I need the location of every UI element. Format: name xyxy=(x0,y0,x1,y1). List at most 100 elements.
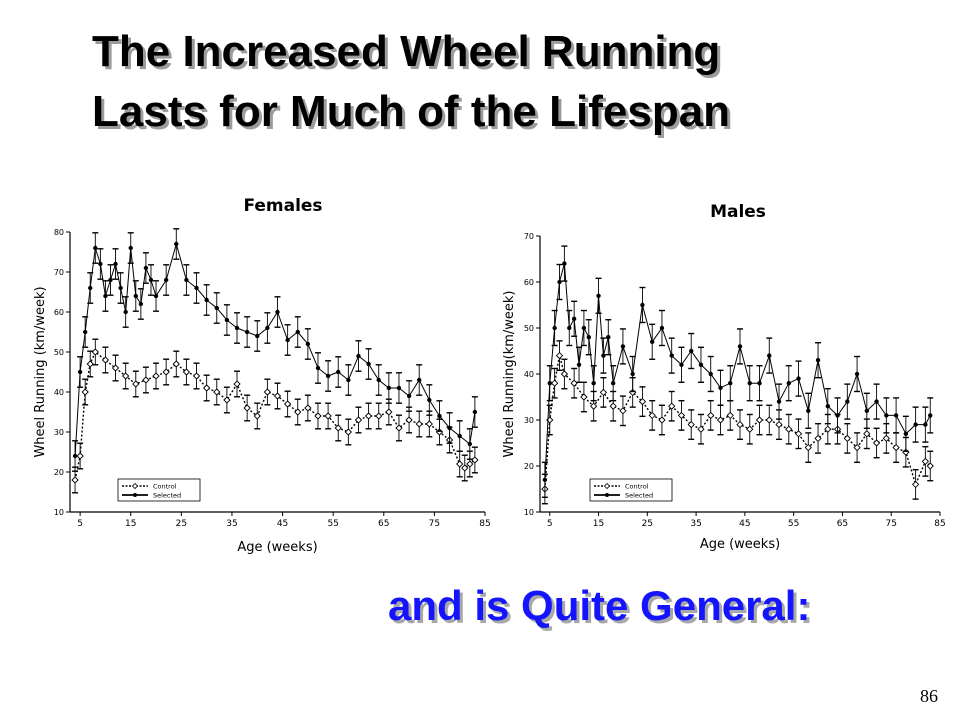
data-point xyxy=(122,372,130,380)
data-point xyxy=(601,353,606,358)
data-point xyxy=(344,428,352,436)
data-point xyxy=(76,452,84,460)
data-point xyxy=(547,381,552,386)
data-point xyxy=(385,408,393,416)
data-point xyxy=(775,420,783,429)
data-point xyxy=(668,402,676,410)
data-point xyxy=(562,261,567,266)
data-point xyxy=(304,404,312,412)
data-point xyxy=(863,430,871,438)
data-point xyxy=(273,392,282,400)
data-point xyxy=(184,277,189,283)
data-point xyxy=(853,443,861,452)
data-point xyxy=(346,377,351,383)
data-point xyxy=(620,344,626,349)
slide-subtitle: and is Quite General: xyxy=(388,582,811,629)
data-point xyxy=(123,309,128,315)
data-point xyxy=(366,361,371,367)
data-point xyxy=(884,413,889,418)
data-point xyxy=(214,305,219,311)
data-point xyxy=(98,261,103,267)
data-point xyxy=(72,453,78,459)
data-point xyxy=(396,385,402,391)
data-point xyxy=(425,420,433,428)
data-point xyxy=(153,293,159,299)
data-point xyxy=(581,325,587,331)
legend-marker xyxy=(605,493,609,497)
data-point xyxy=(824,425,832,433)
data-point xyxy=(356,353,361,359)
data-point xyxy=(580,393,588,401)
data-point xyxy=(893,413,899,418)
x-tick-label: 5 xyxy=(547,519,553,529)
data-point xyxy=(854,371,860,377)
x-tick-label: 25 xyxy=(176,519,187,529)
data-point xyxy=(118,285,123,291)
data-point xyxy=(447,425,452,431)
data-point xyxy=(550,379,559,387)
data-point xyxy=(213,388,221,396)
y-tick-label: 10 xyxy=(54,508,64,517)
data-point xyxy=(864,408,870,413)
data-point xyxy=(814,434,822,443)
data-point xyxy=(845,399,850,404)
data-point xyxy=(765,416,773,424)
x-tick-label: 75 xyxy=(885,519,896,529)
y-tick-label: 60 xyxy=(524,278,534,287)
data-point xyxy=(172,360,180,368)
data-point xyxy=(648,411,656,420)
data-point xyxy=(658,416,666,424)
data-point xyxy=(576,362,582,367)
data-point xyxy=(591,381,596,386)
data-point xyxy=(555,351,564,360)
data-point xyxy=(872,439,881,447)
slide-title: The Increased Wheel Running Lasts for Mu… xyxy=(92,22,892,142)
y-tick-label: 80 xyxy=(54,228,64,237)
y-tick-label: 30 xyxy=(54,428,64,437)
legend-label: Control xyxy=(625,483,649,491)
data-point xyxy=(294,408,302,416)
data-point xyxy=(336,369,341,375)
data-point xyxy=(253,412,261,420)
data-point xyxy=(101,356,110,364)
data-point xyxy=(882,434,890,443)
chart-2: Males 10 20 30 40 50 60 70 5 15 25 35 45 55 65 75 85 Whee… xyxy=(502,202,946,552)
data-point xyxy=(926,462,934,470)
data-point xyxy=(728,381,733,386)
data-point xyxy=(659,325,665,331)
data-point xyxy=(108,277,113,283)
slide-title-line-1: The Increased Wheel Running xyxy=(92,27,721,76)
data-point xyxy=(81,388,89,396)
data-point xyxy=(467,441,473,447)
y-tick-label: 50 xyxy=(524,324,534,333)
x-tick-label: 5 xyxy=(77,519,83,529)
data-point xyxy=(244,329,250,335)
data-point xyxy=(93,245,98,251)
data-point xyxy=(354,416,363,424)
y-tick-label: 30 xyxy=(524,416,534,425)
data-point xyxy=(747,381,752,386)
data-point xyxy=(669,353,674,358)
data-point xyxy=(557,279,562,285)
series-selected xyxy=(72,228,478,472)
data-point xyxy=(427,397,432,403)
chart-title: Females xyxy=(243,196,322,216)
series-selected xyxy=(541,245,934,498)
data-point xyxy=(687,420,695,429)
data-point xyxy=(913,422,918,427)
data-point xyxy=(376,377,381,383)
data-point xyxy=(163,277,169,283)
data-point xyxy=(708,371,713,377)
data-point xyxy=(567,325,572,331)
x-axis-label: Age (weeks) xyxy=(700,537,780,552)
series-line xyxy=(544,263,931,480)
legend-marker xyxy=(603,482,611,490)
data-point xyxy=(466,460,474,468)
data-point xyxy=(295,329,300,335)
x-tick-label: 45 xyxy=(739,519,750,529)
data-point xyxy=(192,372,201,380)
data-point xyxy=(679,362,684,367)
x-tick-label: 35 xyxy=(690,519,701,529)
data-point xyxy=(619,407,627,415)
data-point xyxy=(143,265,149,271)
